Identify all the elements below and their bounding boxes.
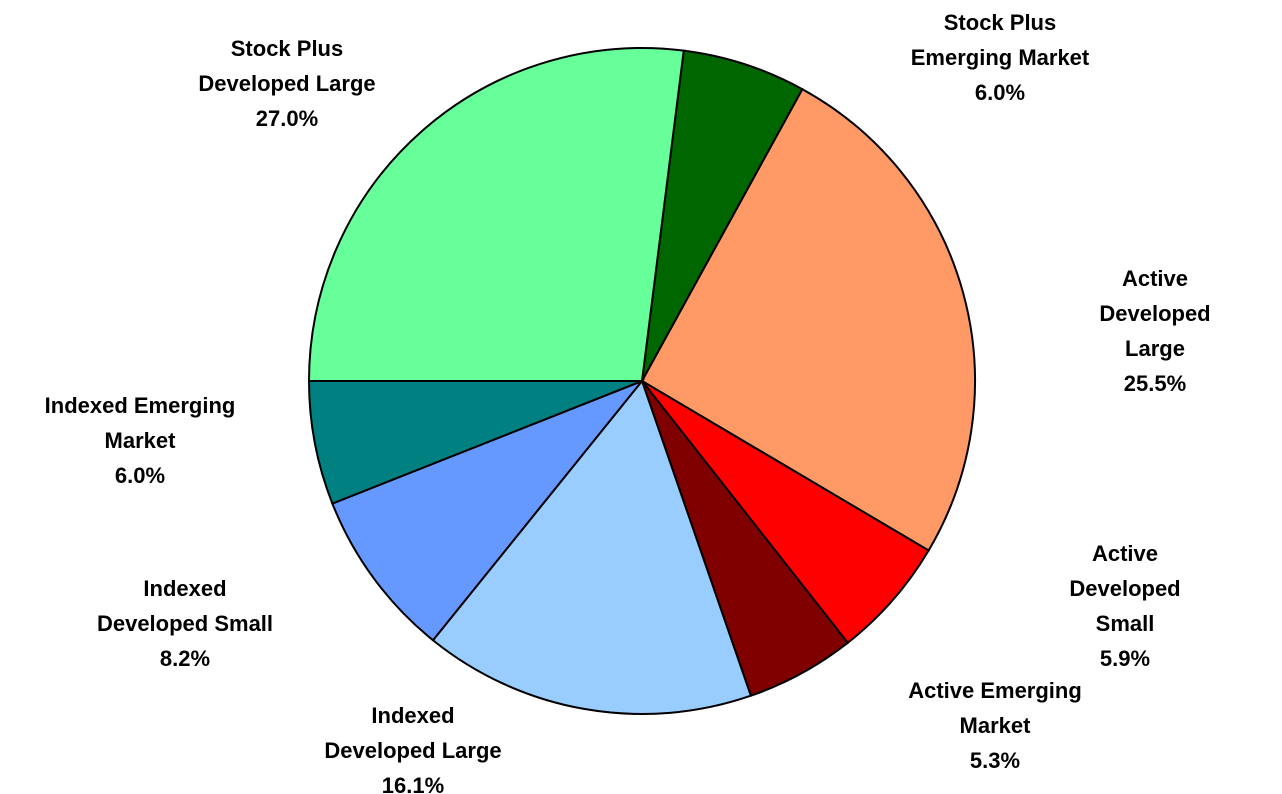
category-label: Indexed Emerging Market — [44, 393, 236, 453]
pie-slice — [307, 380, 643, 505]
category-label: Active Developed Large — [1099, 266, 1211, 361]
category-label: Stock Plus Developed Large — [198, 36, 376, 96]
slice-label: Indexed Developed Large 16.1% — [324, 698, 501, 794]
value-label: 27.0% — [255, 106, 319, 131]
slice-label: Active Emerging Market 5.3% — [908, 673, 1082, 778]
category-label: Indexed Developed Large — [324, 703, 502, 763]
slice-label: Indexed Emerging Market 6.0% — [45, 388, 236, 493]
value-label: 8.2% — [159, 646, 211, 671]
slice-label: Active Developed Small 5.9% — [1047, 536, 1204, 676]
category-label: Active Developed Small — [1069, 541, 1181, 636]
slice-label: Active Developed Large 25.5% — [1092, 261, 1219, 401]
pie-slice — [640, 87, 976, 552]
value-label: 25.5% — [1123, 371, 1187, 396]
category-label: Active Emerging Market — [908, 678, 1082, 738]
pie-slice — [307, 47, 685, 382]
pie-slice — [431, 378, 753, 715]
category-label: Indexed Developed Small — [96, 576, 274, 636]
value-label: 5.9% — [1099, 646, 1151, 671]
value-label: 5.3% — [969, 748, 1021, 773]
slice-label: Stock Plus Emerging Market 6.0% — [911, 5, 1090, 110]
value-label: 16.1% — [381, 773, 445, 794]
value-label: 6.0% — [114, 463, 166, 488]
pie-slice — [641, 49, 804, 382]
pie-slice — [331, 378, 646, 642]
pie-slice — [641, 380, 930, 645]
category-label: Stock Plus Emerging Market — [910, 10, 1090, 70]
slice-label: Indexed Developed Small 8.2% — [97, 571, 273, 676]
value-label: 6.0% — [974, 80, 1026, 105]
slice-label: Stock Plus Developed Large 27.0% — [198, 31, 375, 136]
